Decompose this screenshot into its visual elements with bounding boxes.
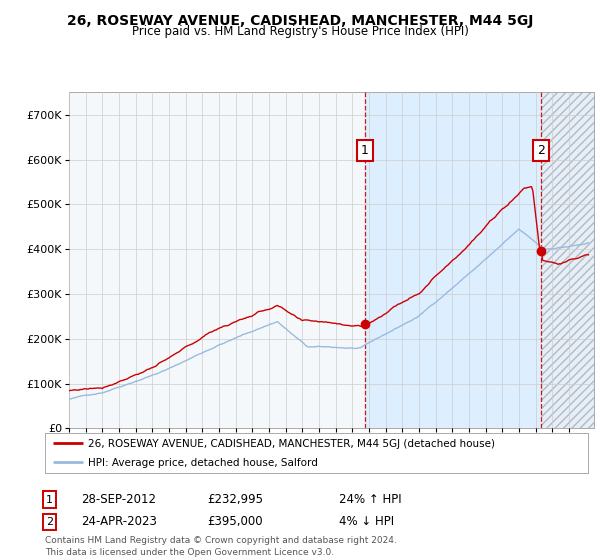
Text: HPI: Average price, detached house, Salford: HPI: Average price, detached house, Salf… bbox=[88, 458, 319, 468]
Bar bbox=[365, 92, 541, 428]
Bar bbox=[541, 92, 594, 428]
Text: £232,995: £232,995 bbox=[207, 493, 263, 506]
Text: 2: 2 bbox=[46, 517, 53, 527]
Text: 24% ↑ HPI: 24% ↑ HPI bbox=[339, 493, 401, 506]
Text: 26, ROSEWAY AVENUE, CADISHEAD, MANCHESTER, M44 5GJ: 26, ROSEWAY AVENUE, CADISHEAD, MANCHESTE… bbox=[67, 14, 533, 28]
Text: £395,000: £395,000 bbox=[207, 515, 263, 529]
Text: 1: 1 bbox=[46, 494, 53, 505]
Text: 26, ROSEWAY AVENUE, CADISHEAD, MANCHESTER, M44 5GJ (detached house): 26, ROSEWAY AVENUE, CADISHEAD, MANCHESTE… bbox=[88, 439, 496, 449]
Text: Contains HM Land Registry data © Crown copyright and database right 2024.
This d: Contains HM Land Registry data © Crown c… bbox=[45, 536, 397, 557]
Text: 1: 1 bbox=[361, 144, 369, 157]
Text: 24-APR-2023: 24-APR-2023 bbox=[81, 515, 157, 529]
Text: Price paid vs. HM Land Registry's House Price Index (HPI): Price paid vs. HM Land Registry's House … bbox=[131, 25, 469, 38]
Text: 28-SEP-2012: 28-SEP-2012 bbox=[81, 493, 156, 506]
Bar bbox=[541, 92, 594, 428]
Text: 2: 2 bbox=[537, 144, 545, 157]
Text: 4% ↓ HPI: 4% ↓ HPI bbox=[339, 515, 394, 529]
